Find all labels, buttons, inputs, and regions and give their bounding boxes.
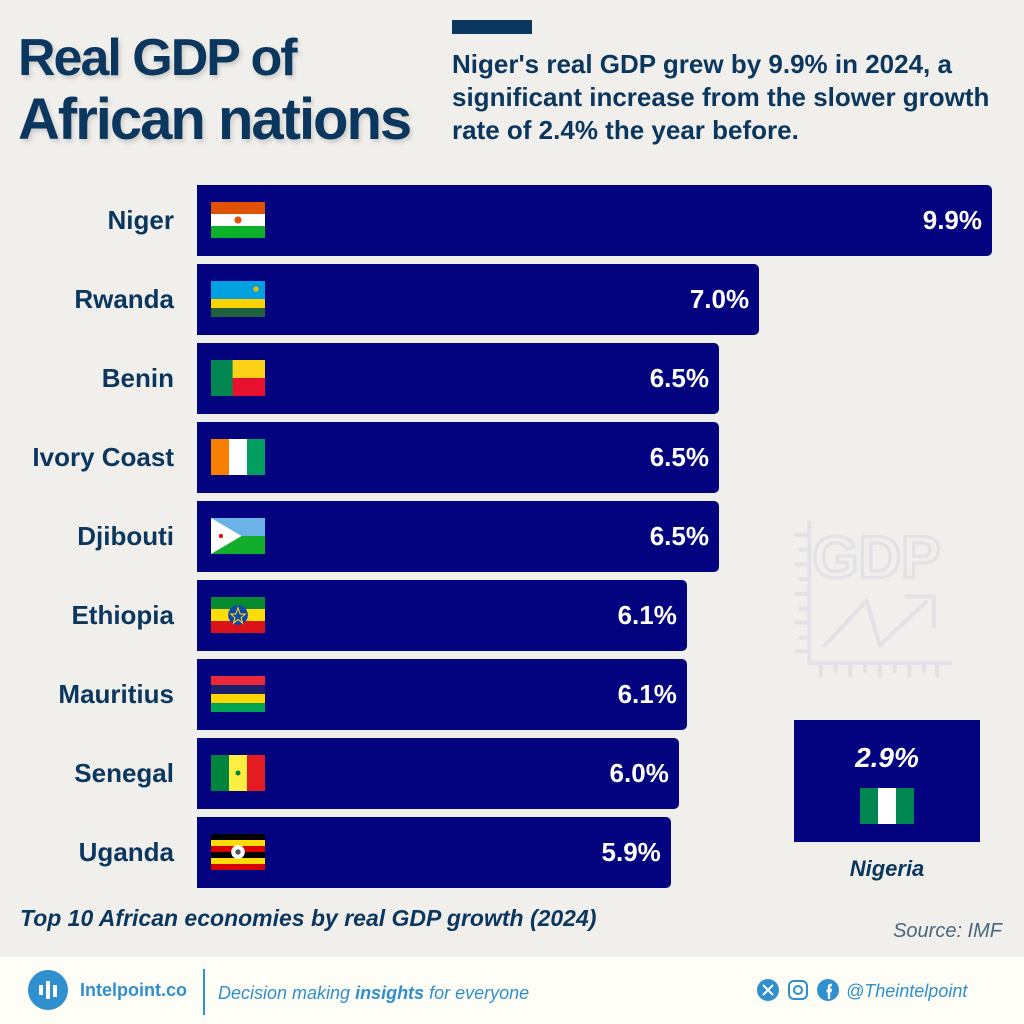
data-label: 5.9% xyxy=(601,837,661,867)
senegal-flag-icon xyxy=(211,755,265,791)
data-label: 9.9% xyxy=(922,205,982,235)
bar-row: Uganda 5.9% xyxy=(0,817,1024,888)
bar-row: Rwanda 7.0% xyxy=(0,264,1024,335)
bar: 9.9% xyxy=(197,185,992,256)
bar: 6.1% xyxy=(197,659,687,730)
chart-caption: Top 10 African economies by real GDP gro… xyxy=(20,905,597,931)
category-label: Uganda xyxy=(78,837,174,867)
bar-row: Senegal 6.0% xyxy=(0,738,1024,809)
tagline-post: for everyone xyxy=(424,983,530,1003)
source-note: Source: IMF xyxy=(893,920,1002,942)
tagline-bold: insights xyxy=(355,983,425,1003)
bar: 7.0% xyxy=(197,264,760,335)
uganda-flag-icon xyxy=(211,834,265,870)
category-label: Ivory Coast xyxy=(32,442,174,472)
tagline-pre: Decision making xyxy=(218,983,356,1003)
footer: Intelpoint.co Decision making insights f… xyxy=(0,957,1024,1024)
bar-row: Ethiopia 6.1% xyxy=(0,580,1024,651)
gdp-growth-chart-icon: GDP xyxy=(794,520,953,678)
category-label: Niger xyxy=(107,205,174,235)
brand-link[interactable]: Intelpoint.co xyxy=(80,980,187,1000)
nigeria-highlight-box: 2.9% xyxy=(794,720,980,842)
tagline: Decision making insights for everyone xyxy=(218,983,529,1004)
x-icon[interactable] xyxy=(757,979,779,1001)
category-label: Ethiopia xyxy=(71,600,174,630)
nigeria-value: 2.9% xyxy=(855,742,919,773)
data-label: 6.0% xyxy=(609,758,669,788)
bar-row: Mauritius 6.1% xyxy=(0,659,1024,730)
data-label: 6.5% xyxy=(649,442,709,472)
title-line-1: Real GDP of xyxy=(18,29,298,87)
data-label: 6.1% xyxy=(617,600,677,630)
category-label: Rwanda xyxy=(74,284,174,314)
facebook-icon[interactable] xyxy=(817,979,839,1001)
mauritius-flag-icon xyxy=(211,676,265,712)
bar-row: Benin 6.5% xyxy=(0,343,1024,414)
bar: 6.5% xyxy=(197,343,719,414)
bar: 6.1% xyxy=(197,580,687,651)
bar: 6.5% xyxy=(197,422,719,493)
data-label: 6.5% xyxy=(649,521,709,551)
svg-text:GDP: GDP xyxy=(813,525,941,591)
ethiopia-flag-icon xyxy=(211,597,265,633)
bar: 6.5% xyxy=(197,501,719,572)
instagram-icon[interactable] xyxy=(787,979,809,1001)
category-label: Djibouti xyxy=(77,521,174,551)
accent-bar xyxy=(452,20,532,34)
rwanda-flag-icon xyxy=(211,281,265,317)
data-label: 6.5% xyxy=(649,363,709,393)
subtitle: Niger's real GDP grew by 9.9% in 2024, a… xyxy=(452,49,990,145)
category-label: Senegal xyxy=(74,758,174,788)
social-handle[interactable]: @Theintelpoint xyxy=(846,981,968,1001)
data-label: 6.1% xyxy=(617,679,677,709)
nigeria-label: Nigeria xyxy=(849,856,925,881)
page-title: Real GDP of African nations xyxy=(18,28,412,152)
djibouti-flag-icon xyxy=(211,518,265,554)
intelpoint-logo-icon[interactable] xyxy=(28,970,68,1010)
bar-row: Niger 9.9% xyxy=(0,185,1024,256)
bar: 5.9% xyxy=(197,817,671,888)
niger-flag-icon xyxy=(211,202,265,238)
ivory-coast-flag-icon xyxy=(211,439,265,475)
nigeria-flag-icon xyxy=(860,788,914,824)
category-label: Mauritius xyxy=(58,679,174,709)
bar-row: Djibouti 6.5% xyxy=(0,501,1024,572)
bar-row: Ivory Coast 6.5% xyxy=(0,422,1024,493)
title-line-2: African nations xyxy=(18,87,412,152)
category-label: Benin xyxy=(101,363,174,393)
divider xyxy=(203,969,205,1015)
bar: 6.0% xyxy=(197,738,679,809)
data-label: 7.0% xyxy=(689,284,750,314)
benin-flag-icon xyxy=(211,360,265,396)
